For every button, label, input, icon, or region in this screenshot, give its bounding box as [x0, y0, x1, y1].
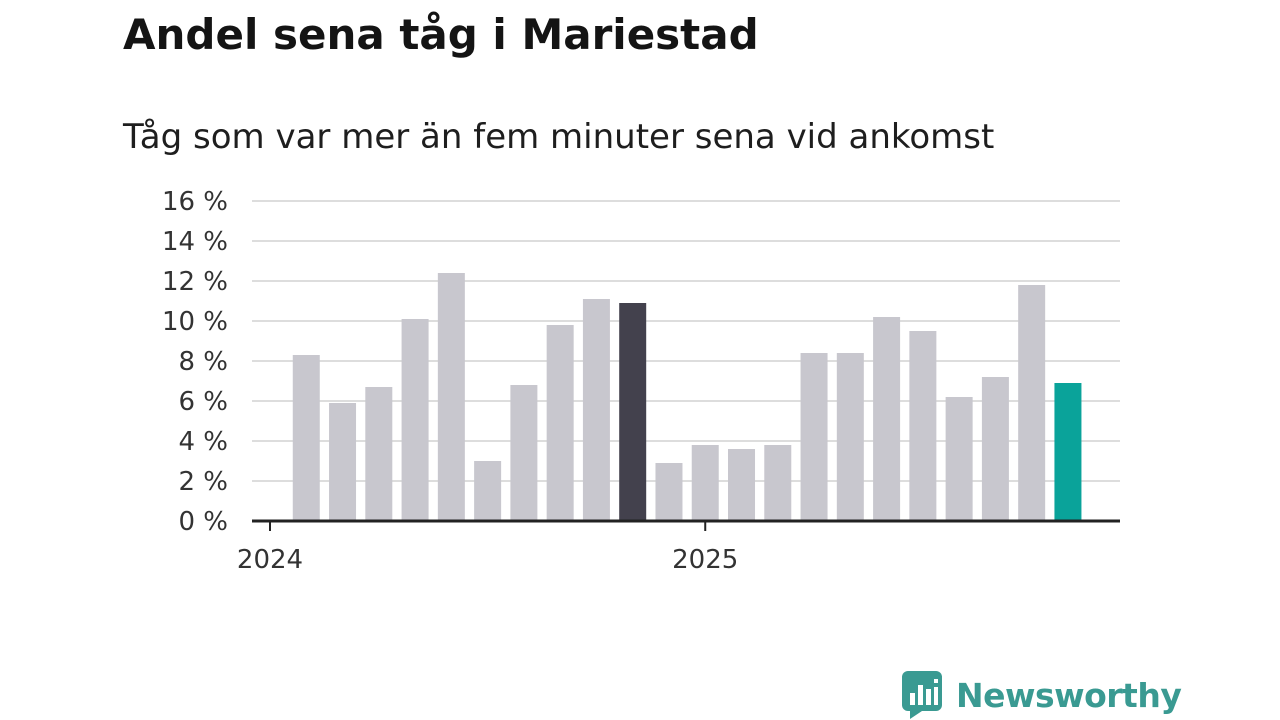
- bar-2025-06: [873, 317, 901, 521]
- x-tick-label: 2024: [237, 545, 303, 575]
- y-tick-label: 10 %: [162, 307, 228, 337]
- bar-2024-10: [582, 299, 610, 521]
- bar-2025-11: [1054, 383, 1082, 521]
- bar-2025-08: [945, 397, 973, 521]
- bar-2024-06: [437, 273, 465, 521]
- bar-2025-09: [981, 377, 1009, 521]
- bar-2024-04: [365, 387, 393, 521]
- bar-2025-01: [691, 445, 719, 521]
- bar-2024-02: [292, 355, 320, 521]
- y-tick-label: 14 %: [162, 227, 228, 257]
- y-tick-label: 4 %: [178, 427, 228, 457]
- y-tick-label: 6 %: [178, 387, 228, 417]
- newsworthy-brand: Newsworthy: [902, 670, 1182, 720]
- bar-2025-03: [764, 445, 792, 521]
- brand-name: Newsworthy: [956, 675, 1182, 715]
- bar-2024-05: [401, 319, 429, 521]
- bars: [292, 273, 1082, 521]
- bar-2024-07: [474, 461, 502, 521]
- bar-2024-08: [510, 385, 538, 521]
- chart-subtitle: Tåg som var mer än fem minuter sena vid …: [123, 117, 995, 157]
- newsworthy-logo-icon: [902, 671, 942, 719]
- y-tick-label: 0 %: [178, 507, 228, 537]
- bar-2025-07: [909, 331, 937, 521]
- x-tick-label: 2025: [672, 545, 738, 575]
- y-tick-label: 12 %: [162, 267, 228, 297]
- x-axis: 2024 2025: [237, 519, 1120, 575]
- chart-title: Andel sena tåg i Mariestad: [123, 10, 759, 59]
- bar-2024-11: [619, 303, 647, 521]
- bar-2025-04: [800, 353, 828, 521]
- y-axis-labels: 0 % 2 % 4 % 6 % 8 % 10 % 12 % 14 % 16 %: [162, 187, 228, 537]
- bar-2025-05: [836, 353, 864, 521]
- bar-2025-02: [728, 449, 756, 521]
- bar-2024-12: [655, 463, 683, 521]
- gridlines: [252, 200, 1120, 482]
- y-tick-label: 8 %: [178, 347, 228, 377]
- bar-2025-10: [1018, 285, 1046, 521]
- y-tick-label: 16 %: [162, 187, 228, 217]
- bar-2024-03: [329, 403, 357, 521]
- y-tick-label: 2 %: [178, 467, 228, 497]
- bar-2024-09: [546, 325, 574, 521]
